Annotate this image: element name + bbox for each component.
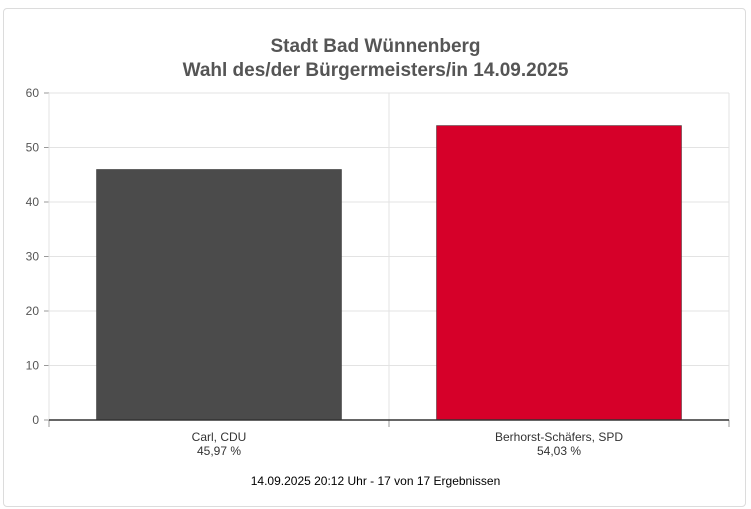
chart-title: Stadt Bad Wünnenberg — [270, 36, 481, 57]
value-label: 54,03 % — [537, 444, 581, 458]
y-tick-label: 50 — [26, 141, 40, 155]
category-label: Carl, CDU — [192, 430, 247, 444]
chart-subtitle: Wahl des/der Bürgermeisters/in 14.09.202… — [182, 60, 569, 81]
bar — [96, 169, 342, 421]
chart-footer: 14.09.2025 20:12 Uhr - 17 von 17 Ergebni… — [250, 474, 501, 488]
y-tick-label: 60 — [26, 86, 40, 100]
category-label: Berhorst-Schäfers, SPD — [495, 430, 623, 444]
y-tick-label: 20 — [26, 304, 40, 318]
y-tick-label: 30 — [26, 250, 40, 264]
y-tick-label: 10 — [26, 359, 40, 373]
value-label: 45,97 % — [197, 444, 241, 458]
y-tick-label: 0 — [32, 413, 39, 427]
y-tick-label: 40 — [26, 195, 40, 209]
bar — [436, 125, 682, 421]
